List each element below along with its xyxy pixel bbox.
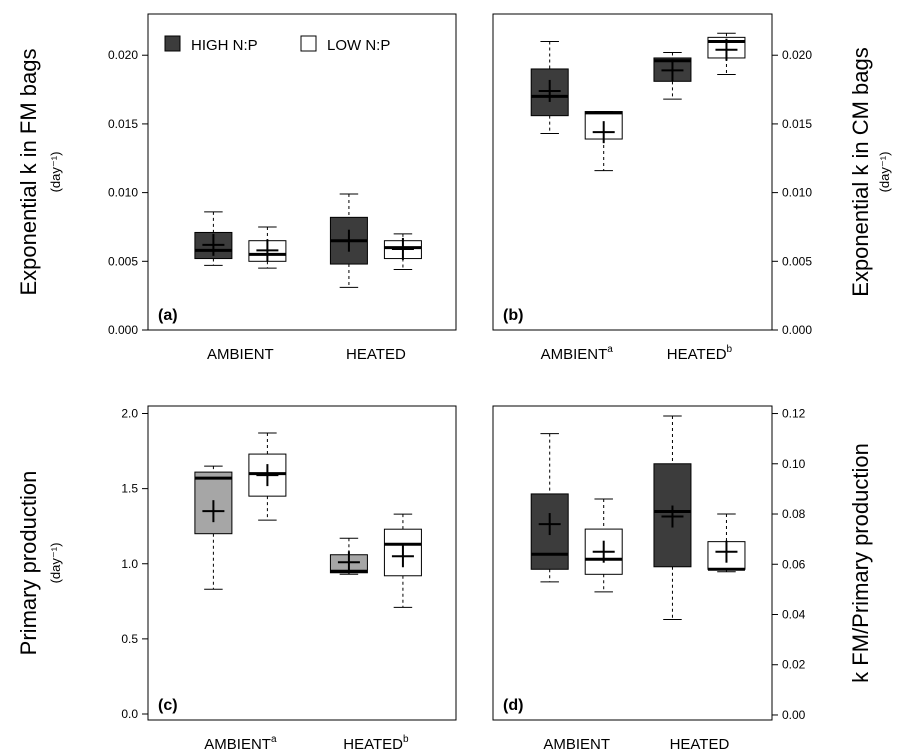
plot-frame	[147, 405, 457, 721]
y-tick-label: 0.010	[108, 186, 138, 200]
legend: HIGH N:P LOW N:P	[164, 35, 390, 54]
y-tick-label: 0.0	[121, 707, 138, 721]
y-tick-label: 0.02	[782, 658, 806, 672]
box-high	[194, 465, 233, 590]
y-axis-label: Primary production	[16, 471, 41, 656]
panel-letter: (c)	[158, 697, 178, 714]
box-low	[248, 226, 287, 269]
box-low	[707, 513, 746, 573]
y-axis-unit: (day⁻¹)	[877, 152, 892, 193]
x-tick-label: HEATEDb	[667, 344, 733, 363]
panel-letter: (d)	[503, 697, 523, 714]
box-low	[383, 513, 422, 608]
plot-frame	[492, 405, 773, 721]
panel-a: 0.000 0.005 0.010 0.015 0.020 Exponential k i…	[16, 13, 457, 363]
y-tick-label: 0.12	[782, 407, 806, 421]
y-axis-label: Exponential k in FM bags	[16, 48, 41, 295]
x-tick-label: HEATED	[670, 736, 730, 753]
y-tick-label: 0.000	[108, 323, 138, 337]
box-high	[329, 193, 368, 288]
x-tick-label: HEATEDb	[343, 734, 409, 753]
legend-label-low: LOW N:P	[327, 37, 390, 54]
y-tick-label: 0.10	[782, 457, 806, 471]
y-tick-label: 0.020	[108, 48, 138, 62]
box-high	[653, 415, 692, 621]
box-high	[194, 211, 233, 266]
box-low	[383, 233, 422, 271]
y-tick-label: 0.000	[782, 323, 812, 337]
y-tick-label: 0.015	[108, 117, 138, 131]
y-tick-label: 0.005	[108, 254, 138, 268]
panel-letter: (a)	[158, 307, 178, 324]
plot-frame	[147, 13, 457, 331]
y-tick-label: 0.005	[782, 254, 812, 268]
legend-label-high: HIGH N:P	[191, 37, 258, 54]
y-tick-label: 0.00	[782, 708, 806, 722]
box-high	[329, 537, 368, 575]
y-tick-label: 0.5	[121, 632, 138, 646]
y-tick-label: 2.0	[121, 407, 138, 421]
x-tick-label: AMBIENT	[543, 736, 610, 753]
y-tick-label: 0.010	[782, 186, 812, 200]
legend-swatch-high	[164, 35, 181, 52]
box-high	[530, 40, 569, 135]
panel-d: 0.00 0.02 0.04 0.06 0.08 0.10 0.12 k FM/Primary…	[492, 405, 873, 753]
panel-c: 0.0 0.5 1.0 1.5 2.0 Primary production (day⁻¹)…	[16, 405, 457, 753]
y-axis-label: k FM/Primary production	[848, 443, 873, 683]
panel-b: 0.000 0.005 0.010 0.015 0.020 Exponential k i…	[492, 13, 892, 363]
y-tick-label: 1.0	[121, 557, 138, 571]
y-tick-label: 0.04	[782, 607, 806, 621]
box-high	[530, 433, 569, 583]
box-high	[653, 51, 692, 100]
y-tick-label: 0.020	[782, 48, 812, 62]
y-tick-label: 0.015	[782, 117, 812, 131]
x-tick-label: HEATED	[346, 346, 406, 363]
box-low	[584, 498, 623, 593]
panels: 0.000 0.005 0.010 0.015 0.020 Exponential k i…	[16, 13, 892, 753]
plot-frame	[492, 13, 773, 331]
box-low	[584, 111, 623, 172]
x-tick-label: AMBIENTa	[204, 734, 277, 753]
x-tick-label: AMBIENTa	[541, 344, 614, 363]
y-axis-unit: (day⁻¹)	[48, 543, 63, 584]
y-axis-label: Exponential k in CM bags	[848, 47, 873, 296]
y-axis-unit: (day⁻¹)	[48, 152, 63, 193]
y-tick-label: 1.5	[121, 482, 138, 496]
legend-swatch-low	[300, 35, 317, 52]
y-tick-label: 0.08	[782, 507, 806, 521]
y-tick-label: 0.06	[782, 557, 806, 571]
box-low	[248, 432, 287, 521]
panel-letter: (b)	[503, 307, 523, 324]
box-low	[707, 32, 746, 75]
x-tick-label: AMBIENT	[207, 346, 274, 363]
